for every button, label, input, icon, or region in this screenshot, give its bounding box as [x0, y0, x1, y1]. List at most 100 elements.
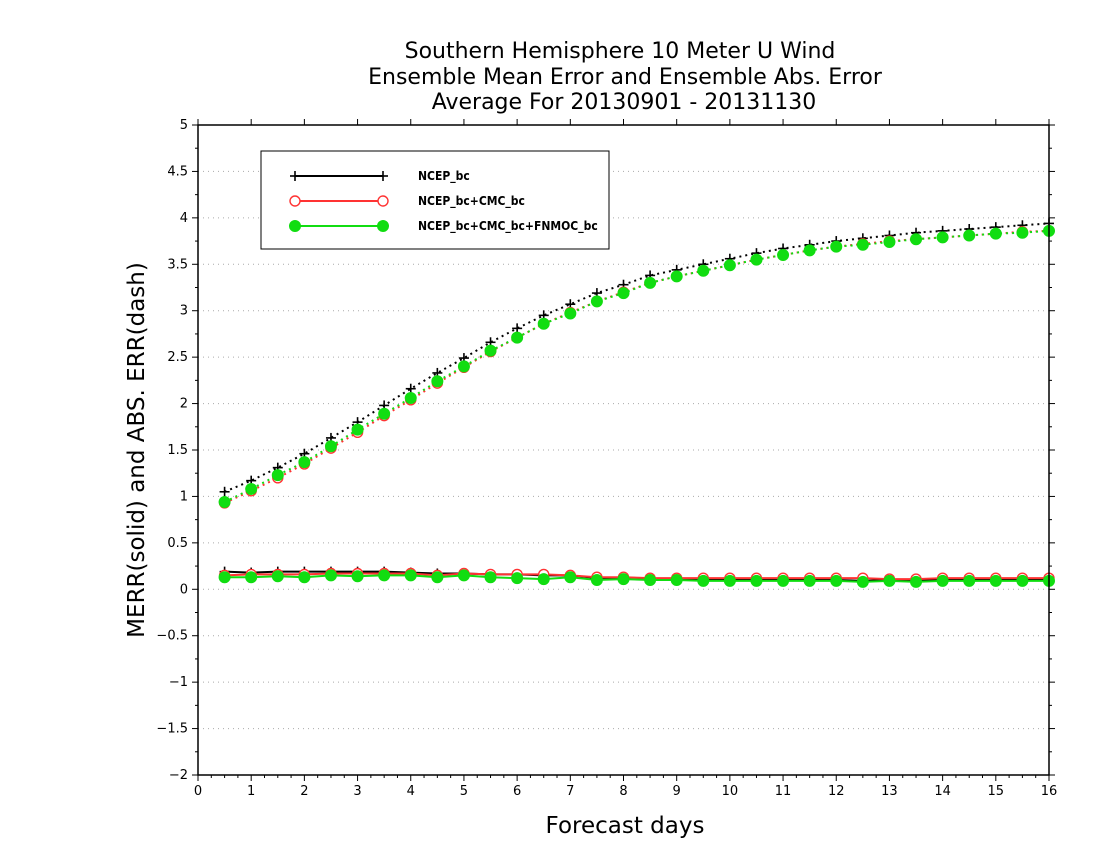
x-tick-label: 6 — [513, 784, 521, 799]
abs-error-point — [351, 423, 364, 436]
mean-error-point — [511, 572, 524, 585]
grid — [198, 170, 1049, 730]
abs-error-point — [989, 227, 1002, 240]
abs-error-point — [750, 253, 763, 266]
legend-marker — [289, 195, 301, 207]
abs-error-point — [564, 307, 577, 320]
mean-error-point — [484, 571, 497, 584]
mean-error-point — [324, 569, 337, 582]
mean-error-point — [431, 571, 444, 584]
x-tick-label: 13 — [881, 784, 898, 799]
y-tick-label: 0 — [180, 582, 188, 597]
legend-label: NCEP_bc+CMC_bc — [418, 194, 525, 209]
y-tick-label: 2 — [180, 397, 188, 412]
mean-error-point — [989, 574, 1002, 587]
legend-marker — [377, 220, 389, 232]
mean-error-point — [803, 574, 816, 587]
abs-error-point — [219, 486, 230, 497]
x-tick-label: 5 — [460, 784, 468, 799]
title-line-1: Southern Hemisphere 10 Meter U Wind — [405, 39, 836, 64]
legend-label: NCEP_bc — [418, 169, 470, 184]
abs-error-point — [644, 276, 657, 289]
abs-error-point — [218, 496, 231, 508]
mean-error-point — [697, 574, 710, 587]
x-tick-label: 11 — [775, 784, 792, 799]
mean-error-point — [670, 574, 683, 586]
mean-error-point — [963, 574, 976, 587]
mean-error-point — [218, 571, 231, 584]
mean-error-point — [245, 571, 258, 584]
y-tick-label: 3 — [180, 304, 188, 319]
mean-error-point — [910, 575, 923, 588]
x-tick-label: 8 — [619, 784, 627, 799]
abs-error-point — [271, 469, 284, 482]
series-group — [218, 218, 1055, 588]
x-tick-label: 4 — [407, 784, 415, 799]
title-line-2: Ensemble Mean Error and Ensemble Abs. Er… — [368, 65, 883, 90]
mean-error-point — [1016, 574, 1029, 587]
series-1 — [219, 218, 1054, 586]
abs-error-point — [245, 483, 258, 495]
x-axis: 0 1 2 3 4 5 6 7 8 9 10 11 12 13 14 15 16 — [194, 119, 1057, 799]
abs-error-point — [803, 244, 816, 257]
y-axis: −2 −1.5 −1 −0.5 0 0.5 1 1.5 2 2.5 3 3.5 4 4.5 5 — [156, 118, 1055, 783]
y-tick-label: −0.5 — [156, 629, 188, 644]
y-tick-label: 0.5 — [167, 536, 188, 551]
y-tick-label: −1 — [169, 675, 188, 690]
abs-error-point — [723, 259, 736, 272]
x-tick-label: 2 — [300, 784, 308, 799]
y-axis-label: MERR(solid) and ABS. ERR(dash) — [124, 262, 150, 638]
mean-error-point — [564, 571, 577, 584]
abs-error-point — [856, 238, 869, 251]
abs-error-line — [224, 229, 1050, 504]
x-tick-label: 7 — [566, 784, 574, 799]
abs-error-point — [537, 317, 550, 330]
chart-title: Southern Hemisphere 10 Meter U Wind Ense… — [368, 39, 883, 115]
abs-error-point — [457, 360, 470, 373]
legend: NCEP_bc NCEP_bc+CMC_bc NCEP_bc+CMC_bc+FNMO… — [260, 150, 610, 250]
mean-error-point — [883, 574, 896, 587]
mean-error-point — [723, 574, 736, 587]
y-tick-label: 1 — [180, 489, 188, 504]
legend-entry-1: NCEP_bc — [290, 169, 470, 184]
mean-error-point — [750, 574, 763, 587]
y-tick-label: 4.5 — [167, 164, 188, 179]
abs-error-point — [324, 440, 337, 453]
x-tick-label: 16 — [1041, 784, 1058, 799]
abs-error-point — [404, 392, 417, 404]
x-tick-label: 0 — [194, 784, 202, 799]
mean-error-point — [644, 574, 657, 586]
abs-error-point — [963, 229, 976, 242]
abs-error-point — [936, 231, 949, 244]
legend-marker — [378, 171, 388, 181]
mean-error-point — [378, 569, 391, 582]
abs-error-point — [670, 270, 683, 283]
y-tick-label: 5 — [180, 118, 188, 133]
mean-error-point — [404, 569, 417, 582]
legend-entry-3: NCEP_bc+CMC_bc+FNMOC_bc — [289, 219, 598, 234]
mean-error-point — [830, 574, 843, 587]
y-tick-label: 2.5 — [167, 350, 188, 365]
x-axis-label: Forecast days — [546, 813, 705, 839]
y-tick-label: 3.5 — [167, 257, 188, 272]
x-tick-label: 15 — [988, 784, 1005, 799]
abs-error-point — [511, 331, 524, 344]
abs-error-point — [298, 456, 311, 469]
mean-error-point — [856, 575, 869, 588]
abs-error-point — [830, 240, 843, 253]
y-tick-label: 1.5 — [167, 443, 188, 458]
x-tick-label: 1 — [247, 784, 255, 799]
x-tick-label: 10 — [722, 784, 739, 799]
title-line-3: Average For 20130901 - 20131130 — [432, 90, 817, 115]
legend-marker — [290, 171, 300, 181]
series-3 — [218, 224, 1055, 588]
x-tick-label: 12 — [828, 784, 845, 799]
y-tick-label: −2 — [169, 768, 188, 783]
x-tick-label: 14 — [934, 784, 951, 799]
abs-error-point — [777, 249, 790, 261]
abs-error-point — [883, 236, 896, 248]
abs-error-point — [484, 344, 497, 357]
x-tick-label: 3 — [353, 784, 361, 799]
abs-error-point — [431, 375, 444, 388]
